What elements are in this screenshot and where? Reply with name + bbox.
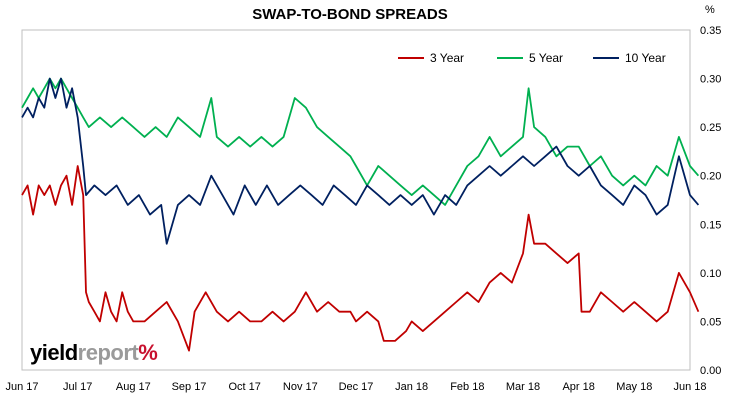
x-tick-label-1: Jul 17 bbox=[63, 381, 92, 393]
legend-label-1: 5 Year bbox=[529, 51, 563, 65]
plot-frame bbox=[21, 29, 691, 371]
chart-title: SWAP-TO-BOND SPREADS bbox=[252, 6, 448, 23]
legend-label-0: 3 Year bbox=[430, 51, 464, 65]
series-line-3-year bbox=[21, 165, 700, 352]
x-tick-label-7: Jan 18 bbox=[395, 381, 428, 393]
x-tick-label-5: Nov 17 bbox=[283, 381, 318, 393]
logo-text-report: report bbox=[77, 340, 139, 365]
y-tick-label-6: 0.30 bbox=[700, 74, 721, 86]
series-line-10-year bbox=[21, 77, 700, 245]
unit-label: % bbox=[705, 4, 715, 16]
y-tick-label-2: 0.10 bbox=[700, 268, 721, 280]
y-tick-label-7: 0.35 bbox=[700, 25, 721, 37]
logo-text-yield: yield bbox=[30, 340, 78, 365]
x-tick-label-2: Aug 17 bbox=[116, 381, 151, 393]
x-tick-label-6: Dec 17 bbox=[339, 381, 374, 393]
x-tick-label-10: Apr 18 bbox=[562, 381, 594, 393]
x-tick-label-3: Sep 17 bbox=[172, 381, 207, 393]
x-tick-label-9: Mar 18 bbox=[506, 381, 540, 393]
series-line-5-year bbox=[21, 77, 700, 206]
y-tick-label-5: 0.25 bbox=[700, 122, 721, 134]
x-tick-label-12: Jun 18 bbox=[673, 381, 706, 393]
yieldreport-logo: yieldreport% bbox=[30, 340, 158, 366]
y-tick-label-0: 0.00 bbox=[700, 365, 721, 377]
x-tick-label-0: Jun 17 bbox=[5, 381, 38, 393]
logo-percent-icon: % bbox=[138, 340, 158, 365]
y-tick-label-3: 0.15 bbox=[700, 219, 721, 231]
y-tick-label-1: 0.05 bbox=[700, 316, 721, 328]
x-tick-label-4: Oct 17 bbox=[228, 381, 260, 393]
x-tick-label-11: May 18 bbox=[616, 381, 652, 393]
y-tick-label-4: 0.20 bbox=[700, 171, 721, 183]
x-tick-label-8: Feb 18 bbox=[450, 381, 484, 393]
legend-label-2: 10 Year bbox=[625, 51, 666, 65]
